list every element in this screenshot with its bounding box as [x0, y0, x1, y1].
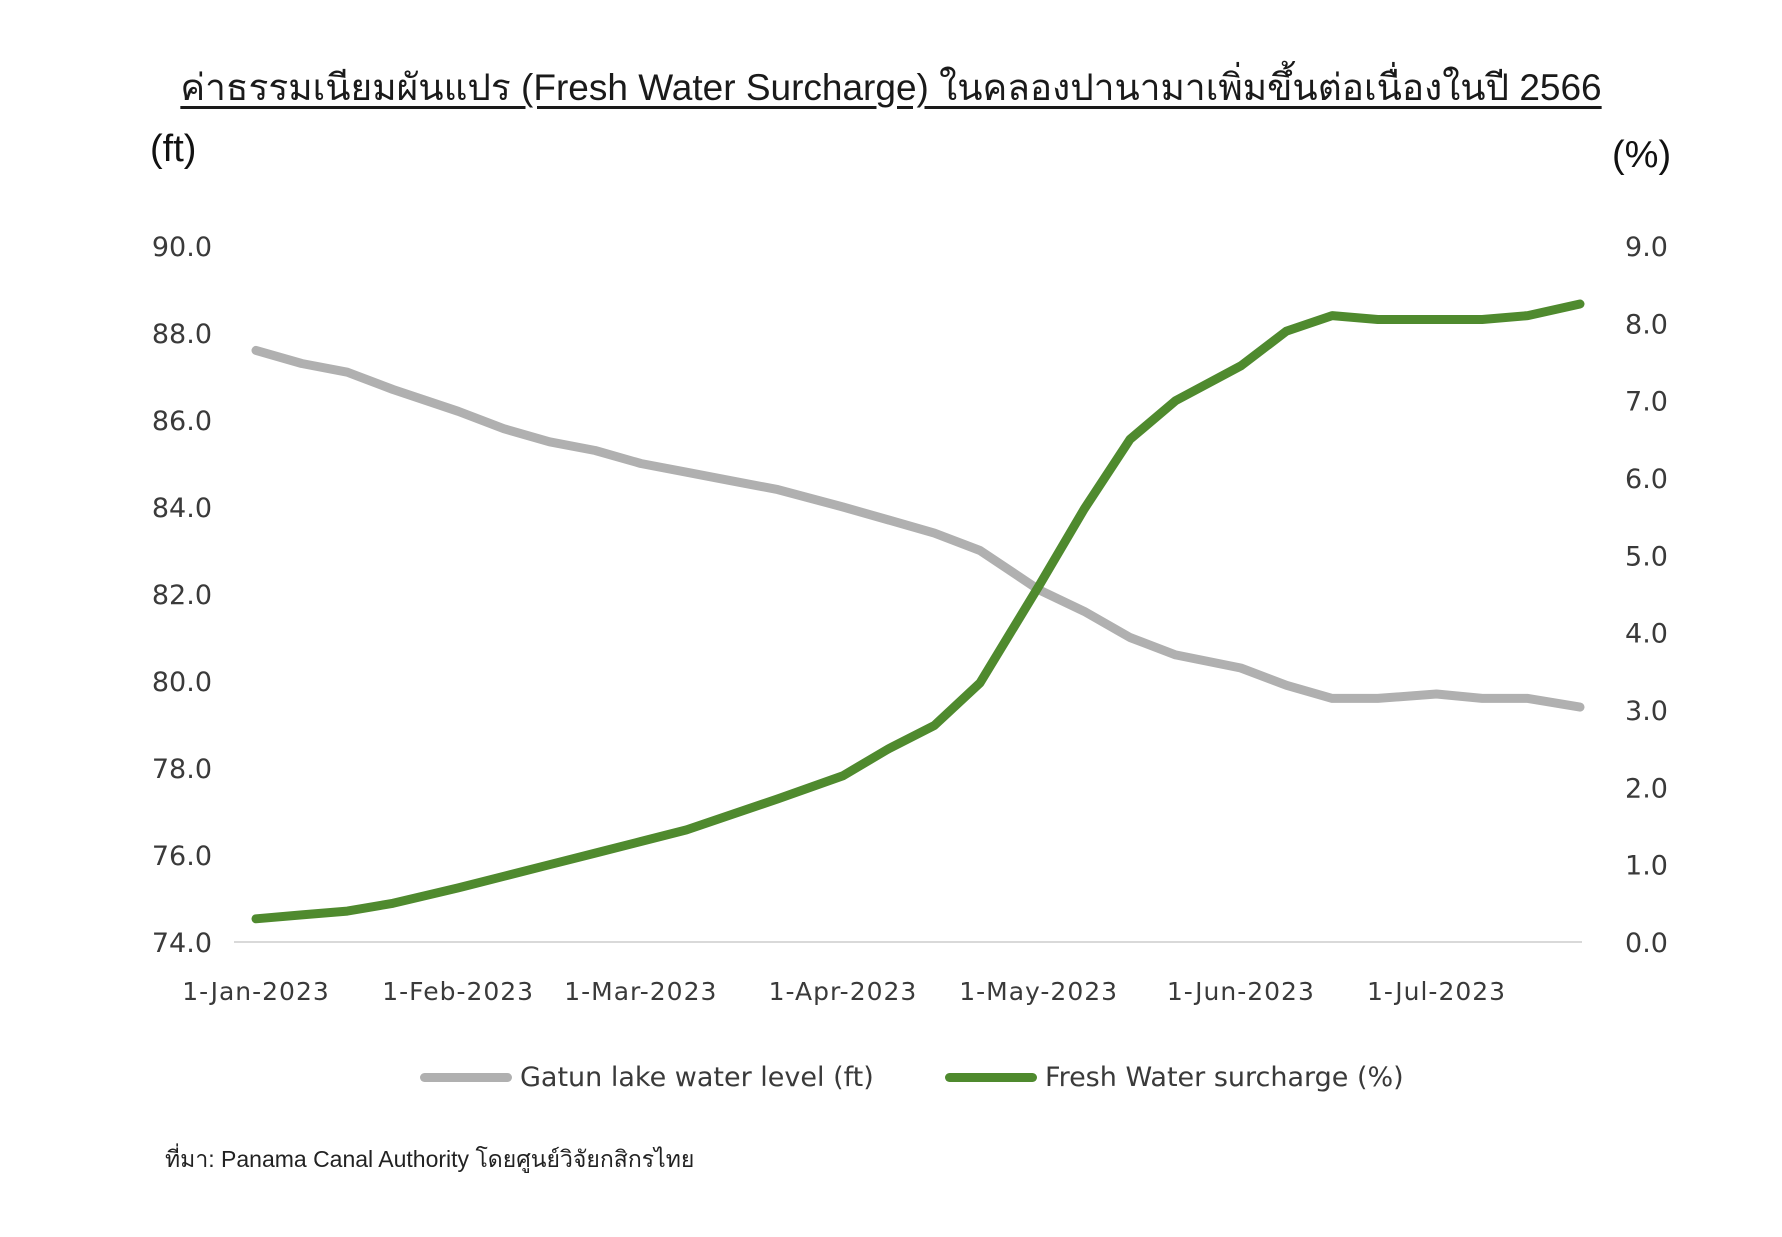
legend-label-surcharge: Fresh Water surcharge (%): [1045, 1062, 1404, 1093]
y-right-tick-label: 0.0: [1625, 928, 1668, 959]
fresh-water-surcharge-line: [251, 299, 1585, 924]
y-right-tick-label: 4.0: [1625, 619, 1668, 650]
y-left-tick-label: 88.0: [152, 319, 212, 350]
y-right-tick-label: 2.0: [1625, 773, 1668, 804]
y-right-tick-label: 6.0: [1625, 464, 1668, 495]
legend-label-gatun: Gatun lake water level (ft): [520, 1062, 874, 1093]
y-left-tick-label: 84.0: [152, 493, 212, 524]
gatun-lake-line: [251, 345, 1585, 712]
left-axis-unit: (ft): [150, 128, 197, 170]
legend-swatch-surcharge: [945, 1073, 1037, 1082]
y-right-tick-label: 7.0: [1625, 387, 1668, 418]
y-right-tick-label: 9.0: [1625, 232, 1668, 263]
legend-item-gatun: Gatun lake water level (ft): [420, 1062, 874, 1093]
x-tick-label: 1-Jul-2023: [1367, 977, 1506, 1006]
legend-item-surcharge: Fresh Water surcharge (%): [945, 1062, 1404, 1093]
y-left-tick-label: 80.0: [152, 667, 212, 698]
legend-swatch-gatun: [420, 1073, 512, 1082]
y-left-tick-label: 82.0: [152, 580, 212, 611]
x-tick-label: 1-Apr-2023: [769, 977, 918, 1006]
x-tick-label: 1-Feb-2023: [382, 977, 534, 1006]
x-tick-label: 1-Jun-2023: [1167, 977, 1315, 1006]
y-left-tick-label: 90.0: [152, 232, 212, 263]
right-axis-unit: (%): [1612, 134, 1672, 176]
x-tick-label: 1-Mar-2023: [564, 977, 717, 1006]
x-tick-label: 1-May-2023: [959, 977, 1118, 1006]
y-left-tick-label: 76.0: [152, 841, 212, 872]
source-note: ที่มา: Panama Canal Authority โดยศูนย์วิ…: [165, 1146, 695, 1172]
y-left-tick-label: 78.0: [152, 754, 212, 785]
x-tick-label: 1-Jan-2023: [182, 977, 330, 1006]
y-right-tick-label: 1.0: [1625, 851, 1668, 882]
y-right-tick-label: 3.0: [1625, 696, 1668, 727]
y-left-tick-label: 74.0: [152, 928, 212, 959]
chart-title: ค่าธรรมเนียมผันแปร (Fresh Water Surcharg…: [180, 67, 1602, 108]
y-right-tick-label: 8.0: [1625, 309, 1668, 340]
y-left-tick-label: 86.0: [152, 406, 212, 437]
legend: Gatun lake water level (ft) Fresh Water …: [0, 1062, 1782, 1102]
y-right-tick-label: 5.0: [1625, 541, 1668, 572]
